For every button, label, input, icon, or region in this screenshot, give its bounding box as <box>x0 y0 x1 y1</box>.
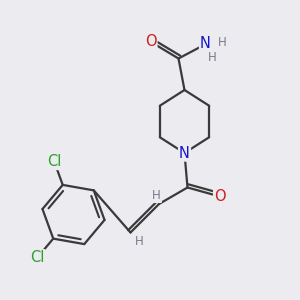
Text: N: N <box>179 146 190 160</box>
Text: Cl: Cl <box>47 154 62 169</box>
Text: N: N <box>200 36 211 51</box>
Text: H: H <box>152 189 161 202</box>
Text: H: H <box>134 235 143 248</box>
Text: Cl: Cl <box>30 250 44 265</box>
Text: O: O <box>214 189 226 204</box>
Text: O: O <box>145 34 156 50</box>
Text: H: H <box>218 35 226 49</box>
Text: H: H <box>208 50 217 64</box>
